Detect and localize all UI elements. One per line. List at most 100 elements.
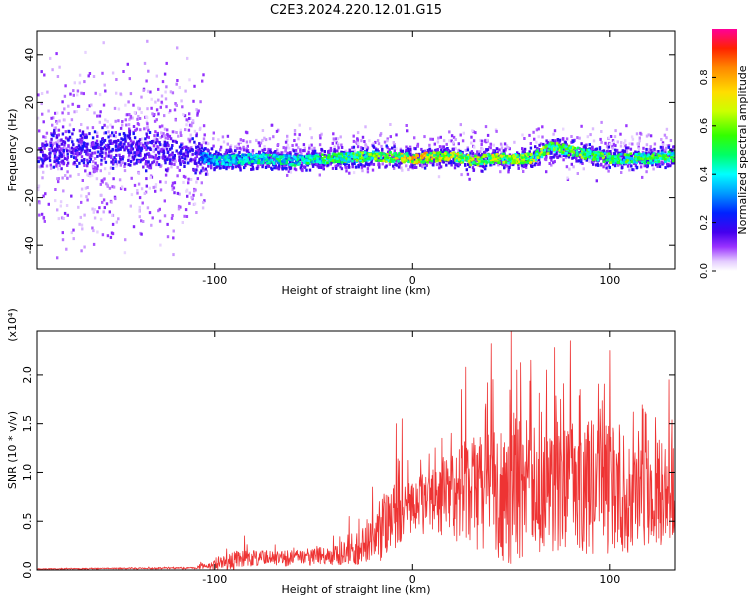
spectrogram-cell: [366, 170, 370, 174]
spectrogram-cell: [56, 128, 59, 132]
spectrogram-cell: [550, 151, 553, 155]
spectrogram-cell: [111, 161, 115, 165]
spectrogram-cell: [363, 140, 366, 143]
spectrogram-ridge-cell: [364, 151, 367, 154]
spectrogram-cell: [170, 153, 173, 157]
spectrogram-ridge-cell: [305, 155, 308, 158]
spectrogram-cell: [621, 165, 624, 169]
spectrogram-cell: [137, 115, 140, 118]
spectrogram-ridge-cell: [589, 152, 592, 155]
spectrogram-ridge-cell: [512, 159, 516, 162]
spectrogram-cell: [442, 145, 445, 149]
spectrogram-cell: [97, 150, 100, 154]
spectrogram-cell: [348, 148, 351, 152]
spectrogram-ridge-cell: [426, 153, 429, 157]
spectrogram-ridge-cell: [309, 156, 312, 160]
spectrogram-cell: [672, 161, 675, 165]
spectrogram-cell: [388, 162, 391, 166]
spectrogram-cell: [84, 186, 88, 190]
spectrogram-cell: [352, 145, 356, 149]
spectrogram-cell: [114, 197, 117, 201]
spectrogram-cell: [352, 171, 356, 175]
spectrogram-cell: [366, 162, 369, 166]
spectrogram-ridge-cell: [501, 158, 505, 161]
spectrogram-cell: [70, 150, 73, 154]
spectrogram-ridge-cell: [514, 158, 517, 161]
spectrogram-ridge-cell: [609, 161, 613, 164]
spectrogram-cell: [176, 174, 179, 178]
spectrogram-cell: [187, 181, 190, 185]
spectrogram-cell: [123, 142, 126, 146]
spectrogram-ridge-cell: [519, 161, 523, 165]
spectrogram-cell: [605, 161, 609, 165]
spectrogram-cell: [651, 148, 655, 152]
spectrogram-cell: [132, 125, 136, 128]
spectrogram-cell: [108, 210, 111, 214]
spectrogram-cell: [163, 143, 167, 146]
spectrogram-cell: [189, 137, 193, 141]
spectrogram-cell: [645, 164, 648, 168]
spectrogram-cell: [52, 165, 55, 169]
spectrogram-cell: [429, 137, 432, 141]
spectrogram-cell: [128, 137, 132, 141]
spectrogram-cell: [109, 123, 112, 127]
spectrogram-ridge-cell: [505, 157, 508, 160]
spectrogram-cell: [109, 166, 113, 170]
spectrogram-ridge-cell: [611, 160, 615, 163]
spectrogram-cell: [68, 123, 72, 127]
spectrogram-cell: [636, 142, 639, 146]
spectrogram-ridge-cell: [377, 154, 381, 158]
spectrogram-cell: [148, 166, 151, 170]
spectrogram-cell: [109, 235, 113, 239]
spectrogram-ridge-cell: [391, 153, 394, 157]
spectrogram-ridge-cell: [405, 152, 409, 155]
spectrogram-cell: [164, 180, 167, 184]
spectrogram-cell: [172, 186, 176, 190]
spectrogram-cell: [53, 160, 56, 164]
spectrogram-cell: [79, 140, 82, 144]
spectrogram-cell: [556, 149, 560, 153]
spectrogram-cell: [586, 135, 589, 139]
spectrogram-ridge-cell: [570, 146, 573, 149]
spectrogram-ridge-cell: [201, 158, 204, 161]
spectrogram-cell: [645, 134, 649, 138]
spectrogram-cell: [294, 148, 298, 152]
spectrogram-ridge-cell: [540, 155, 544, 159]
spectrogram-cell: [461, 139, 465, 143]
spectrogram-cell: [200, 144, 203, 148]
spectrogram-cell: [485, 140, 488, 144]
spectrogram-cell: [607, 145, 611, 149]
spectrogram-cell: [41, 112, 44, 116]
spectrogram-cell: [392, 166, 396, 170]
spectrogram-cell: [73, 156, 76, 160]
spectrogram-cell: [529, 146, 533, 150]
spectrogram-cell: [119, 92, 122, 96]
spectrogram-cell: [57, 167, 60, 171]
spectrogram-cell: [62, 149, 65, 152]
spectrogram-cell: [86, 173, 89, 177]
spectrogram-cell: [57, 217, 60, 221]
spectrogram-cell: [133, 136, 137, 140]
spectrogram-cell: [246, 155, 250, 159]
spectrogram-cell: [609, 142, 612, 146]
spectrogram-cell: [167, 137, 170, 140]
spectrogram-cell: [189, 178, 193, 181]
spectrogram-cell: [472, 139, 476, 143]
spectrogram-cell: [602, 149, 606, 153]
spectrogram-cell: [226, 142, 229, 146]
spectrogram-cell: [51, 123, 54, 127]
spectrogram-ridge-cell: [516, 154, 520, 157]
spectrogram-cell: [405, 164, 408, 168]
spectrogram-cell: [272, 135, 275, 139]
spectrogram-ridge-cell: [521, 154, 525, 157]
spectrogram-cell: [171, 139, 175, 143]
spectrogram-cell: [631, 168, 634, 172]
spectrogram-cell: [269, 150, 272, 154]
spectrogram-cell: [310, 152, 314, 156]
spectrogram-cell: [195, 211, 198, 214]
spectrogram-cell: [240, 156, 243, 160]
spectrogram-cell: [170, 165, 173, 169]
spectrogram-cell: [329, 162, 332, 166]
spectrogram-cell: [62, 154, 66, 158]
spectrogram-cell: [146, 206, 150, 210]
